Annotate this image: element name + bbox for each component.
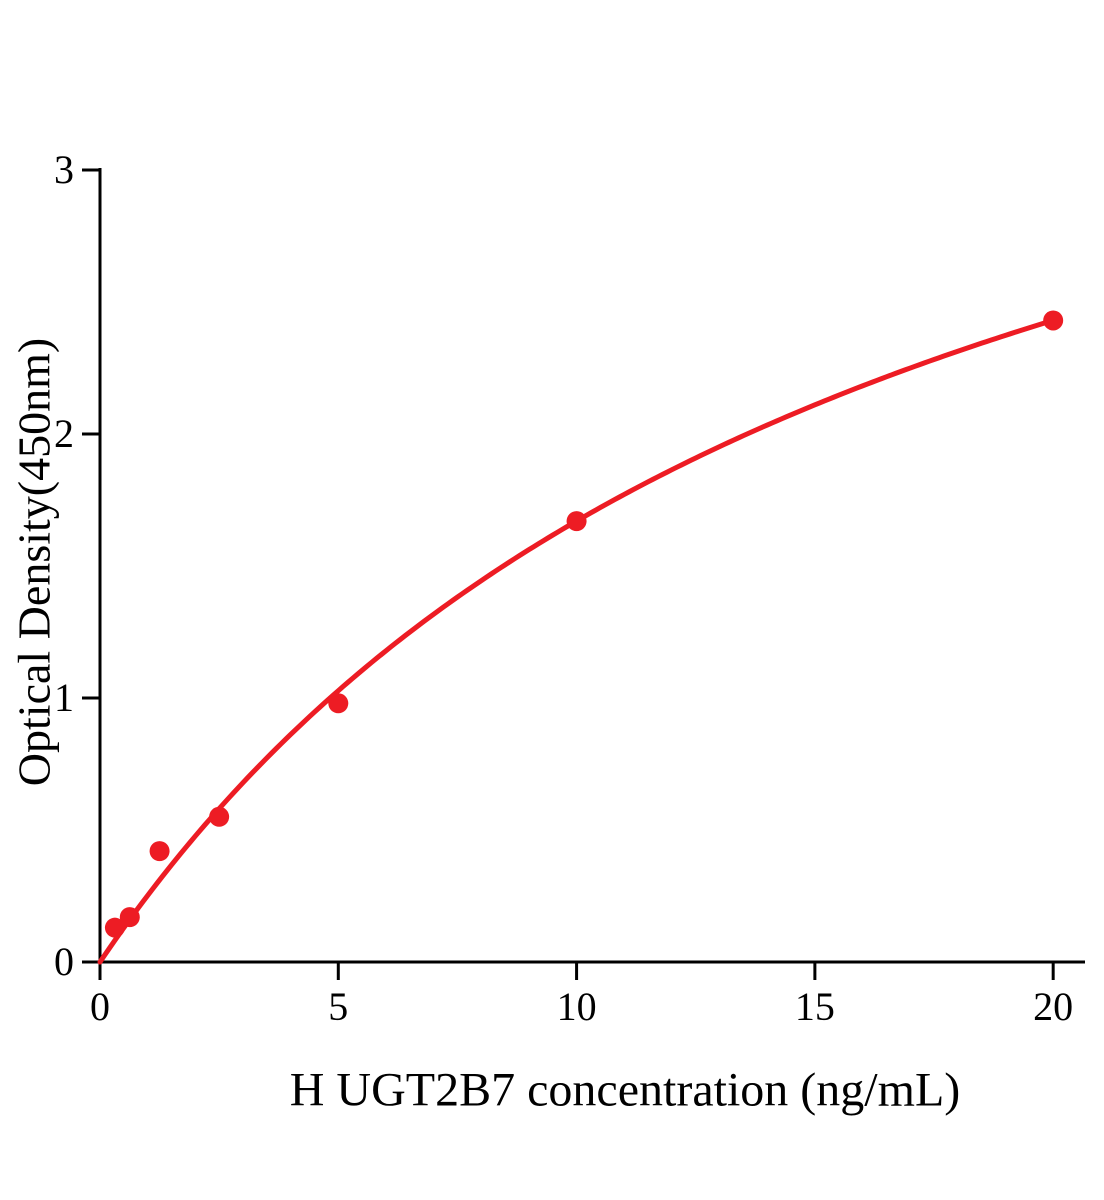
data-point: [209, 806, 230, 827]
y-tick-label: 1: [54, 675, 74, 720]
y-axis-title: Optical Density(450nm): [8, 337, 60, 787]
data-point: [328, 693, 349, 714]
data-point: [566, 511, 587, 532]
y-tick-label: 0: [54, 939, 74, 984]
x-tick-label: 5: [328, 984, 348, 1029]
x-tick-label: 10: [557, 984, 597, 1029]
x-axis-title: H UGT2B7 concentration (ng/mL): [289, 1063, 961, 1117]
x-tick-label: 0: [90, 984, 110, 1029]
y-tick-label: 3: [54, 147, 74, 192]
x-tick-label: 20: [1033, 984, 1073, 1029]
data-point: [1043, 310, 1064, 331]
fitted-curve: [97, 317, 1056, 965]
data-point: [119, 907, 140, 928]
y-tick-label: 2: [54, 411, 74, 456]
x-tick-label: 15: [795, 984, 835, 1029]
data-point: [104, 917, 125, 938]
data-point: [149, 841, 170, 862]
